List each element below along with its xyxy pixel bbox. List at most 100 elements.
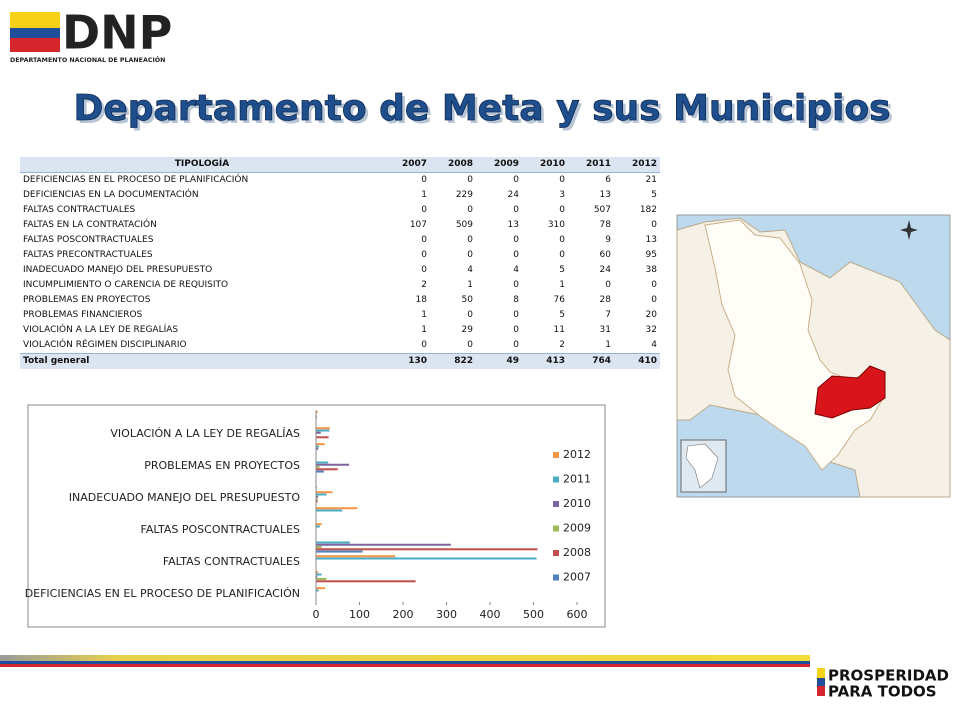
cell-value: 0 bbox=[421, 205, 427, 215]
cell-label: PROBLEMAS EN PROYECTOS bbox=[23, 295, 151, 305]
brand-line2: PARA TODOS bbox=[828, 683, 937, 701]
cell-value: 4 bbox=[651, 340, 657, 350]
x-tick-label: 300 bbox=[436, 608, 457, 621]
bar bbox=[316, 427, 330, 430]
bar bbox=[316, 500, 318, 503]
cell-label: VIOLACIÓN A LA LEY DE REGALÍAS bbox=[23, 325, 179, 335]
cell-value: 4 bbox=[467, 265, 473, 275]
bar bbox=[316, 589, 319, 592]
x-tick-label: 200 bbox=[393, 608, 414, 621]
bar bbox=[316, 541, 350, 544]
cell-label: FALTAS EN LA CONTRATACIÓN bbox=[23, 220, 157, 230]
table-row: INADECUADO MANEJO DEL PRESUPUESTO 0 4 4 5 24 3… bbox=[20, 263, 660, 278]
table-row: PROBLEMAS FINANCIEROS 1 0 0 5 7 20 bbox=[20, 308, 660, 323]
table-row: PROBLEMAS EN PROYECTOS 18 50 8 76 28 0 bbox=[20, 293, 660, 308]
cell-value: 0 bbox=[559, 205, 565, 215]
cell-value: 0 bbox=[513, 325, 519, 335]
cell-value: 32 bbox=[645, 325, 657, 335]
cell-value: 11 bbox=[553, 325, 565, 335]
total-row: Total general 130 822 49 413 764 410 bbox=[20, 353, 660, 369]
table-row: INCUMPLIMIENTO O CARENCIA DE REQUISITO 2 1… bbox=[20, 278, 660, 293]
cell-value: 0 bbox=[421, 340, 427, 350]
bar bbox=[316, 587, 326, 590]
cell-value: 60 bbox=[599, 250, 611, 260]
bar bbox=[316, 411, 318, 414]
cell-value: 1 bbox=[605, 340, 611, 350]
cell-value: 38 bbox=[645, 265, 657, 275]
map-inset-land bbox=[685, 443, 719, 489]
cell-value: 31 bbox=[599, 325, 611, 335]
cell-value: 2 bbox=[421, 280, 427, 290]
cell-value: 0 bbox=[467, 205, 473, 215]
cell-label: PROBLEMAS FINANCIEROS bbox=[23, 310, 143, 320]
cell-label: FALTAS PRECONTRACTUALES bbox=[23, 250, 153, 260]
cell-value: 0 bbox=[513, 250, 519, 260]
total-value: 130 bbox=[384, 353, 430, 369]
cell-value: 24 bbox=[507, 190, 519, 200]
cell-value: 1 bbox=[421, 310, 427, 320]
bar bbox=[316, 429, 330, 432]
y-tick-label: FALTAS CONTRACTUALES bbox=[163, 555, 300, 568]
cell-value: 507 bbox=[593, 205, 611, 215]
column-header: 2008 bbox=[430, 157, 476, 173]
cell-value: 13 bbox=[599, 190, 611, 200]
cell-label: INADECUADO MANEJO DEL PRESUPUESTO bbox=[23, 265, 213, 275]
bar bbox=[316, 548, 538, 551]
cell-value: 4 bbox=[513, 265, 519, 275]
cell-value: 182 bbox=[639, 205, 657, 215]
bar bbox=[316, 525, 320, 528]
cell-value: 0 bbox=[513, 205, 519, 215]
cell-value: 0 bbox=[651, 295, 657, 305]
cell-label: VIOLACIÓN RÉGIMEN DISCIPLINARIO bbox=[23, 340, 187, 350]
table-row: FALTAS PRECONTRACTUALES 0 0 0 0 60 95 bbox=[20, 248, 660, 263]
bar bbox=[316, 546, 322, 549]
cell-value: 1 bbox=[467, 280, 473, 290]
cell-label: INCUMPLIMIENTO O CARENCIA DE REQUISITO bbox=[23, 280, 229, 290]
bar bbox=[316, 436, 329, 439]
cell-value: 5 bbox=[651, 190, 657, 200]
cell-value: 0 bbox=[605, 280, 611, 290]
total-value: 822 bbox=[430, 353, 476, 369]
cell-value: 13 bbox=[645, 235, 657, 245]
legend-label: 2012 bbox=[563, 448, 591, 461]
cell-value: 0 bbox=[513, 310, 519, 320]
y-tick-label: DEFICIENCIAS EN EL PROCESO DE PLANIFICAC… bbox=[25, 587, 300, 600]
table-row: FALTAS EN LA CONTRATACIÓN 107 509 13 310 78 0 bbox=[20, 218, 660, 233]
column-header: 2007 bbox=[384, 157, 430, 173]
table-row: FALTAS POSCONTRACTUALES 0 0 0 0 9 13 bbox=[20, 233, 660, 248]
stripe-yellow bbox=[0, 655, 810, 661]
bar bbox=[316, 491, 333, 494]
bar bbox=[316, 470, 324, 473]
stripe-red bbox=[0, 664, 810, 667]
table-row: DEFICIENCIAS EN EL PROCESO DE PLANIFICAC… bbox=[20, 173, 660, 189]
bar bbox=[316, 509, 343, 512]
legend-swatch bbox=[553, 501, 559, 507]
cell-value: 78 bbox=[599, 220, 611, 230]
compass bbox=[900, 220, 918, 240]
table-row: VIOLACIÓN A LA LEY DE REGALÍAS 1 29 0 11 31 32 bbox=[20, 323, 660, 338]
map-meta bbox=[814, 365, 886, 419]
legend-swatch bbox=[553, 525, 559, 532]
title-shadow: Departamento de Meta y sus Municipios bbox=[76, 91, 893, 132]
title: Departamento de Meta y sus Municipios bbox=[73, 88, 890, 129]
cell-value: 0 bbox=[651, 280, 657, 290]
bar bbox=[316, 447, 319, 450]
x-tick-label: 0 bbox=[313, 608, 320, 621]
cell-value: 1 bbox=[421, 325, 427, 335]
cell-value: 0 bbox=[421, 235, 427, 245]
bar bbox=[316, 463, 350, 466]
bar bbox=[316, 495, 319, 498]
cell-value: 1 bbox=[559, 280, 565, 290]
cell-value: 50 bbox=[461, 295, 473, 305]
bar bbox=[316, 578, 327, 581]
x-tick-label: 100 bbox=[349, 608, 370, 621]
x-tick-label: 600 bbox=[567, 608, 588, 621]
column-header: 2011 bbox=[568, 157, 614, 173]
cell-value: 0 bbox=[559, 250, 565, 260]
cell-value: 29 bbox=[461, 325, 473, 335]
column-header: TIPOLOGÍA bbox=[20, 157, 384, 173]
brand-line1: PROSPERIDAD bbox=[828, 667, 949, 685]
bar bbox=[316, 555, 396, 558]
logo: DNP DEPARTAMENTO NACIONAL DE PLANEACIÓN bbox=[10, 6, 172, 64]
cell-value: 310 bbox=[547, 220, 565, 230]
